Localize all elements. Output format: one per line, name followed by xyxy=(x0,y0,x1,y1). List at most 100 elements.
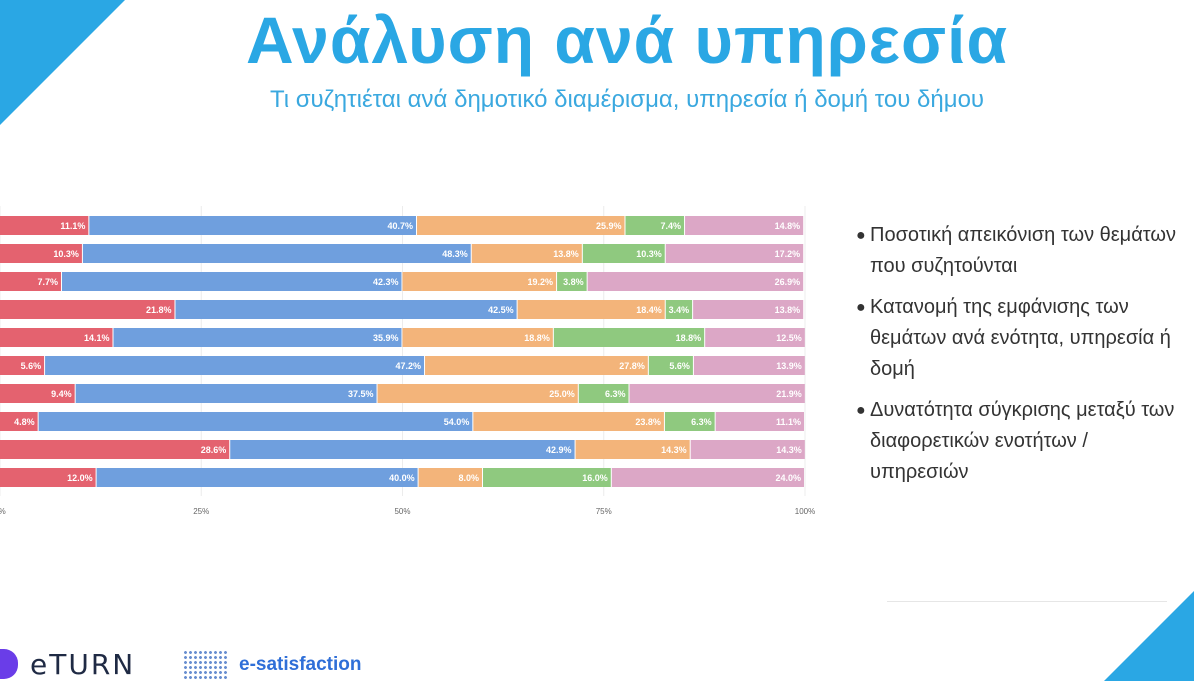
corner-decoration-bottom-right xyxy=(1104,591,1194,681)
bar-data-label: 3.8% xyxy=(563,277,584,287)
bar-segment xyxy=(89,216,416,235)
bar-data-label: 18.4% xyxy=(636,305,662,315)
bar-segment xyxy=(402,272,557,291)
bullet-item: ● Κατανομή της εμφάνισης των θεμάτων ανά… xyxy=(856,292,1186,385)
bar-data-label: 14.3% xyxy=(661,445,687,455)
bar-data-label: 3.4% xyxy=(669,305,690,315)
bar-segment xyxy=(38,412,473,431)
bar-data-label: 25.9% xyxy=(596,221,622,231)
bar-data-label: 13.8% xyxy=(553,249,579,259)
bar-data-label: 10.3% xyxy=(636,249,662,259)
bar-data-label: 6.3% xyxy=(605,389,626,399)
footer-divider xyxy=(887,601,1167,602)
bar-segment xyxy=(705,328,805,347)
bar-segment xyxy=(715,412,804,431)
stacked-bar-chart: 11.1% 40.7% 25.9% 7.4% 14.8% 10.3% 48.3% 13.8% 1… xyxy=(0,206,815,516)
bullet-dot-icon: ● xyxy=(856,227,866,244)
bar-data-label: 5.6% xyxy=(21,361,42,371)
corner-decoration-top-left xyxy=(0,0,125,125)
bar-segment xyxy=(175,300,517,319)
bullet-text: Ποσοτική απεικόνιση των θεμάτων που συζη… xyxy=(870,224,1176,277)
bar-data-label: 16.0% xyxy=(582,473,608,483)
bar-segment xyxy=(0,384,75,403)
bar-segment xyxy=(45,356,425,375)
bar-data-label: 27.8% xyxy=(619,361,645,371)
bar-data-label: 54.0% xyxy=(444,417,470,427)
bar-data-label: 13.9% xyxy=(776,361,802,371)
bar-segment xyxy=(113,328,402,347)
bar-segment xyxy=(418,468,482,487)
bar-segment xyxy=(416,216,625,235)
bar-segment xyxy=(425,356,648,375)
bar-segment xyxy=(517,300,665,319)
bar-data-label: 12.5% xyxy=(776,333,802,343)
esatisfaction-logo: e-satisfaction xyxy=(183,648,361,682)
x-tick-label: 0% xyxy=(0,507,6,516)
bar-data-label: 5.6% xyxy=(669,361,690,371)
bar-data-label: 23.8% xyxy=(635,417,661,427)
bar-segment xyxy=(625,216,685,235)
bar-data-label: 4.8% xyxy=(14,417,35,427)
bar-data-label: 40.7% xyxy=(387,221,413,231)
bar-segment xyxy=(0,244,82,263)
bar-data-label: 48.3% xyxy=(442,249,468,259)
bar-segment xyxy=(61,272,402,291)
bar-segment xyxy=(82,244,471,263)
bar-segment xyxy=(553,328,705,347)
bar-segment xyxy=(75,384,377,403)
bar-data-label: 14.3% xyxy=(776,445,802,455)
bar-segment xyxy=(693,356,805,375)
eturn-logo-text: eTURN xyxy=(30,647,136,681)
bar-segment xyxy=(690,440,805,459)
bar-segment xyxy=(664,412,715,431)
bullet-text: Δυνατότητα σύγκρισης μεταξύ των διαφορετ… xyxy=(870,399,1175,483)
bar-segment xyxy=(575,440,690,459)
bar-data-label: 19.2% xyxy=(528,277,554,287)
bar-data-label: 21.9% xyxy=(776,389,802,399)
bullet-item: ● Ποσοτική απεικόνιση των θεμάτων που συ… xyxy=(856,220,1186,282)
bar-segment xyxy=(0,272,61,291)
bar-data-label: 12.0% xyxy=(67,473,93,483)
x-tick-label: 100% xyxy=(795,507,815,516)
bar-data-label: 28.6% xyxy=(201,445,227,455)
bar-data-label: 35.9% xyxy=(373,333,399,343)
bar-segment xyxy=(582,244,665,263)
bar-segment xyxy=(471,244,582,263)
bar-segment xyxy=(587,272,804,291)
page-subtitle: Τι συζητιέται ανά δημοτικό διαμέρισμα, υ… xyxy=(269,86,985,113)
bar-data-label: 11.1% xyxy=(60,221,85,231)
bar-data-label: 6.3% xyxy=(691,417,712,427)
bar-data-label: 18.8% xyxy=(676,333,702,343)
bar-segment xyxy=(665,244,804,263)
x-tick-label: 75% xyxy=(596,507,612,516)
bar-segment xyxy=(473,412,664,431)
bar-segment xyxy=(557,272,587,291)
bullet-text: Κατανομή της εμφάνισης των θεμάτων ανά ε… xyxy=(870,296,1171,380)
bar-data-label: 9.4% xyxy=(51,389,72,399)
eturn-logo: eTURN xyxy=(0,646,135,682)
bar-data-label: 42.3% xyxy=(373,277,399,287)
bar-segment xyxy=(0,216,89,235)
x-tick-label: 25% xyxy=(193,507,209,516)
bar-segment xyxy=(629,384,805,403)
bar-segment xyxy=(483,468,611,487)
page-title: Ανάλυση ανά υπηρεσία xyxy=(245,3,1009,77)
x-tick-label: 50% xyxy=(394,507,410,516)
bar-data-label: 18.8% xyxy=(524,333,550,343)
bullet-dot-icon: ● xyxy=(856,299,866,316)
bar-segment xyxy=(230,440,575,459)
bar-data-label: 14.1% xyxy=(84,333,110,343)
bar-data-label: 37.5% xyxy=(348,389,374,399)
bar-segment xyxy=(648,356,693,375)
bar-data-label: 21.8% xyxy=(146,305,172,315)
bullet-item: ● Δυνατότητα σύγκρισης μεταξύ των διαφορ… xyxy=(856,395,1186,488)
bar-data-label: 42.9% xyxy=(546,445,572,455)
bar-segment xyxy=(0,412,38,431)
bar-segment xyxy=(96,468,418,487)
esatisfaction-logo-text: e-satisfaction xyxy=(239,654,362,675)
eturn-logo-icon xyxy=(0,649,18,679)
bullet-dot-icon: ● xyxy=(856,402,866,419)
bar-segment xyxy=(0,328,113,347)
bar-data-label: 8.0% xyxy=(458,473,479,483)
bar-data-label: 7.7% xyxy=(37,277,58,287)
